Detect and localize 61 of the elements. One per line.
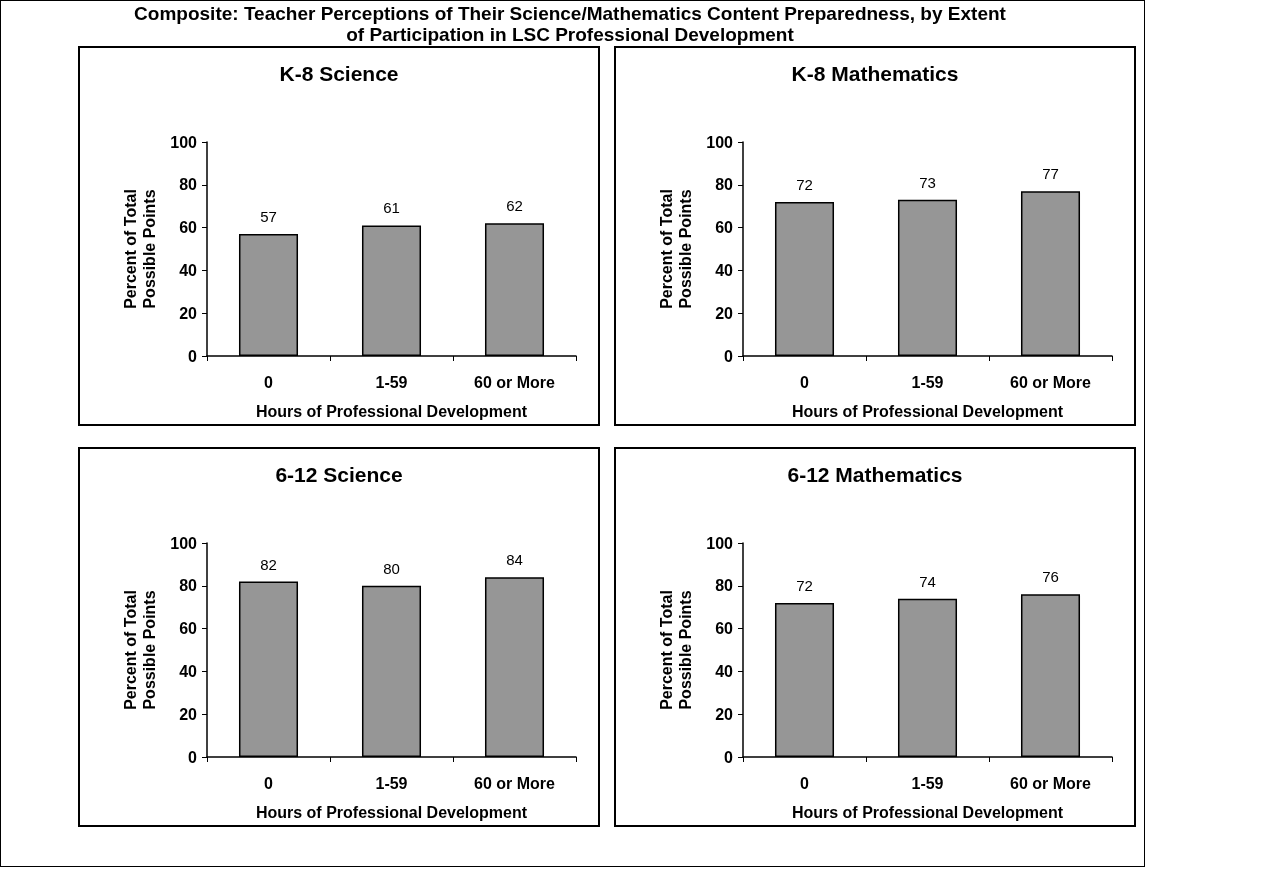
y-tick-label: 40 [179, 662, 198, 680]
y-tick-label: 40 [715, 662, 734, 680]
x-axis-title: Hours of Professional Development [791, 402, 1064, 420]
x-tick-label: 1-59 [375, 373, 408, 391]
data-label: 82 [260, 555, 277, 573]
x-tick-label: 1-59 [375, 774, 408, 792]
data-label: 57 [260, 208, 277, 226]
y-axis-title: Percent of Total Possible Points [122, 590, 158, 710]
data-label: 61 [383, 199, 400, 217]
data-label: 76 [1042, 568, 1059, 586]
y-tick-label: 100 [170, 133, 198, 151]
y-tick-label: 20 [715, 705, 734, 723]
chart-title: 6-12 Science [275, 463, 403, 486]
x-tick-label: 0 [800, 774, 810, 792]
data-label: 74 [919, 572, 936, 590]
y-tick-label: 100 [170, 534, 198, 552]
chart-title: 6-12 Mathematics [787, 463, 963, 486]
data-label: 84 [506, 551, 523, 569]
x-tick-label: 0 [264, 373, 274, 391]
x-tick-label: 60 or More [474, 373, 556, 391]
data-label: 77 [1042, 165, 1059, 183]
y-tick-label: 0 [724, 347, 734, 365]
x-tick-label: 60 or More [1010, 774, 1092, 792]
y-tick-label: 60 [715, 620, 734, 638]
y-tick-label: 20 [179, 304, 198, 322]
x-tick-label: 1-59 [911, 774, 944, 792]
y-tick-label: 100 [706, 133, 734, 151]
x-axis-title: Hours of Professional Development [255, 803, 528, 821]
data-label: 72 [796, 175, 813, 193]
x-tick-label: 0 [800, 373, 810, 391]
y-tick-label: 20 [715, 304, 734, 322]
y-axis-title: Percent of Total Possible Points [122, 189, 158, 309]
data-label: 62 [506, 197, 523, 215]
y-axis-title: Percent of Total Possible Points [658, 590, 694, 710]
y-tick-label: 80 [715, 176, 734, 194]
data-label: 73 [919, 173, 936, 191]
data-label: 80 [383, 559, 400, 577]
y-tick-label: 0 [188, 347, 198, 365]
y-tick-label: 80 [179, 176, 198, 194]
y-tick-label: 60 [715, 219, 734, 237]
y-tick-label: 80 [715, 577, 734, 595]
y-tick-label: 60 [179, 620, 198, 638]
y-tick-label: 40 [179, 261, 198, 279]
chart-title: K-8 Mathematics [791, 62, 959, 85]
y-tick-label: 0 [724, 748, 734, 766]
y-tick-label: 40 [715, 261, 734, 279]
x-tick-label: 60 or More [1010, 373, 1092, 391]
text: Composite: Teacher Perceptions of Their Science/Mathematics Content Preparedness, by Extent of Participation in LSC Professional Development [133, 3, 1007, 45]
y-axis-title: Percent of Total Possible Points [658, 189, 694, 309]
y-tick-label: 20 [179, 705, 198, 723]
x-axis-title: Hours of Professional Development [791, 803, 1064, 821]
y-tick-label: 0 [188, 748, 198, 766]
y-tick-label: 80 [179, 577, 198, 595]
y-tick-label: 60 [179, 219, 198, 237]
y-tick-label: 100 [706, 534, 734, 552]
x-tick-label: 0 [264, 774, 274, 792]
data-label: 72 [796, 576, 813, 594]
x-tick-label: 1-59 [911, 373, 944, 391]
x-tick-label: 60 or More [474, 774, 556, 792]
x-axis-title: Hours of Professional Development [255, 402, 528, 420]
chart-title: K-8 Science [279, 62, 399, 85]
